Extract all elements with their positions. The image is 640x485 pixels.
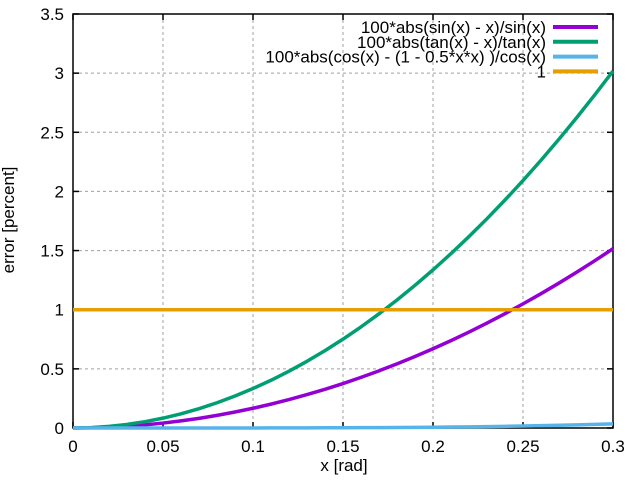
- plot-generated-layers: 0 0.05 0.1 0.15 0.2 0.25 0.3 0 0.5 1 1.5 2 2.5 3 3.5 10…: [40, 5, 624, 456]
- y-tick-label: 2.5: [40, 123, 64, 142]
- y-tick-label: 1.5: [40, 242, 64, 261]
- y-tick-label: 0.5: [40, 360, 64, 379]
- series-line-0: [72, 247, 614, 430]
- y-axis-label: error [percent]: [0, 167, 18, 274]
- x-tick-label: 0: [68, 437, 77, 456]
- x-axis-label: x [rad]: [320, 456, 367, 475]
- x-tick-label: 0.05: [146, 437, 179, 456]
- y-tick-label: 0: [55, 419, 64, 438]
- x-tick-label: 0.25: [506, 437, 539, 456]
- series-line-1: [72, 69, 615, 430]
- x-tick-label: 0.1: [241, 437, 265, 456]
- legend-label: 100*abs(cos(x) - (1 - 0.5*x*x) )/cos(x): [265, 48, 546, 67]
- x-tick-label: 0.3: [601, 437, 625, 456]
- x-tick-label: 0.15: [326, 437, 359, 456]
- y-tick-label: 2: [55, 182, 64, 201]
- legend-label: 100*abs(tan(x) - x)/tan(x): [357, 33, 546, 52]
- legend-label: 100*abs(sin(x) - x)/sin(x): [361, 18, 546, 37]
- legend-label: 1: [537, 62, 546, 81]
- y-tick-label: 3: [55, 64, 64, 83]
- series-line-2: [73, 422, 614, 430]
- y-tick-label: 1: [55, 301, 64, 320]
- x-tick-label: 0.2: [421, 437, 445, 456]
- y-tick-label: 3.5: [40, 5, 64, 24]
